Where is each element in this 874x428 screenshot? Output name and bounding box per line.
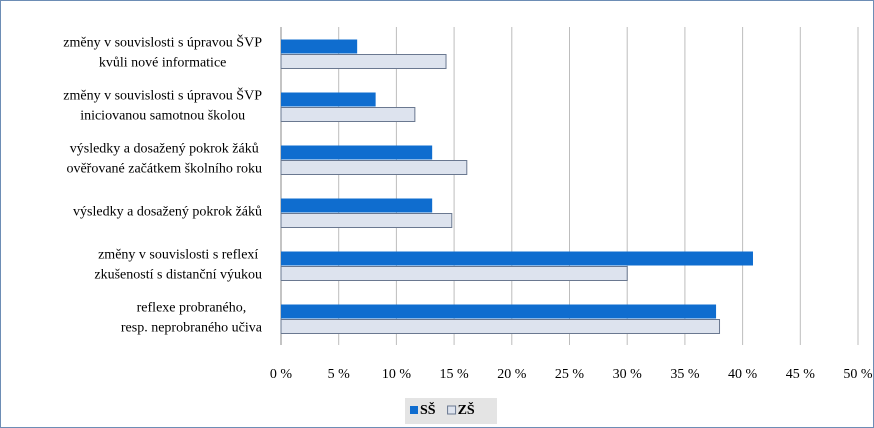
legend-label: SŠ <box>420 401 436 418</box>
category-label: změny v souvislosti s úpravou ŠVP kvůli n… <box>63 34 262 71</box>
x-tick-label: 20 % <box>497 367 527 382</box>
bar <box>280 266 628 281</box>
category-label: změny v souvislosti s reflexí zkušeností … <box>94 248 262 283</box>
x-tick-label: 40 % <box>728 367 758 382</box>
y-tick-label: reflexe probraného, <box>137 301 247 316</box>
bar <box>280 107 416 122</box>
bar <box>280 213 453 228</box>
x-tick-label: 0 % <box>270 367 293 382</box>
legend-label: ZŠ <box>458 401 475 418</box>
bar <box>281 39 358 54</box>
bar <box>281 198 433 213</box>
bar <box>281 251 753 266</box>
y-tick-label: resp. neprobraného učiva <box>121 321 263 336</box>
bar <box>280 160 468 175</box>
legend-swatch <box>410 406 418 414</box>
y-tick-label: změny v souvislosti s reflexí <box>98 248 258 263</box>
category-label: reflexe probraného, resp. neprobraného uč… <box>121 301 263 336</box>
x-tick-label: 35 % <box>670 367 700 382</box>
y-tick-label: iniciovanou samotnou školou <box>80 109 245 124</box>
x-tick-label: 15 % <box>440 367 470 382</box>
bar <box>281 304 717 319</box>
bar <box>281 92 376 107</box>
x-tick-label: 30 % <box>613 367 643 382</box>
x-tick-label: 45 % <box>786 367 816 382</box>
x-tick-label: 50 % <box>843 367 873 382</box>
bar <box>280 319 721 334</box>
y-tick-label: kvůli nové informatice <box>99 56 227 71</box>
y-tick-label: změny v souvislosti s úpravou ŠVP <box>63 87 262 104</box>
y-tick-label: ověřované začátkem školního roku <box>66 162 262 177</box>
bar <box>280 54 447 69</box>
x-tick-label: 5 % <box>328 367 351 382</box>
y-tick-label: výsledky a dosažený pokrok žáků <box>73 205 262 220</box>
x-tick-label: 10 % <box>382 367 412 382</box>
category-label: změny v souvislosti s úpravou ŠVP iniciov… <box>63 87 262 124</box>
bar <box>281 145 433 160</box>
y-tick-label: zkušeností s distanční výukou <box>94 268 262 283</box>
category-label: výsledky a dosažený pokrok žáků ověřované… <box>66 142 262 177</box>
y-tick-label: změny v souvislosti s úpravou ŠVP <box>63 34 262 51</box>
y-tick-label: výsledky a dosažený pokrok žáků <box>70 142 259 157</box>
category-label: výsledky a dosažený pokrok žáků <box>73 205 262 220</box>
legend-swatch <box>447 405 457 415</box>
x-tick-label: 25 % <box>555 367 585 382</box>
